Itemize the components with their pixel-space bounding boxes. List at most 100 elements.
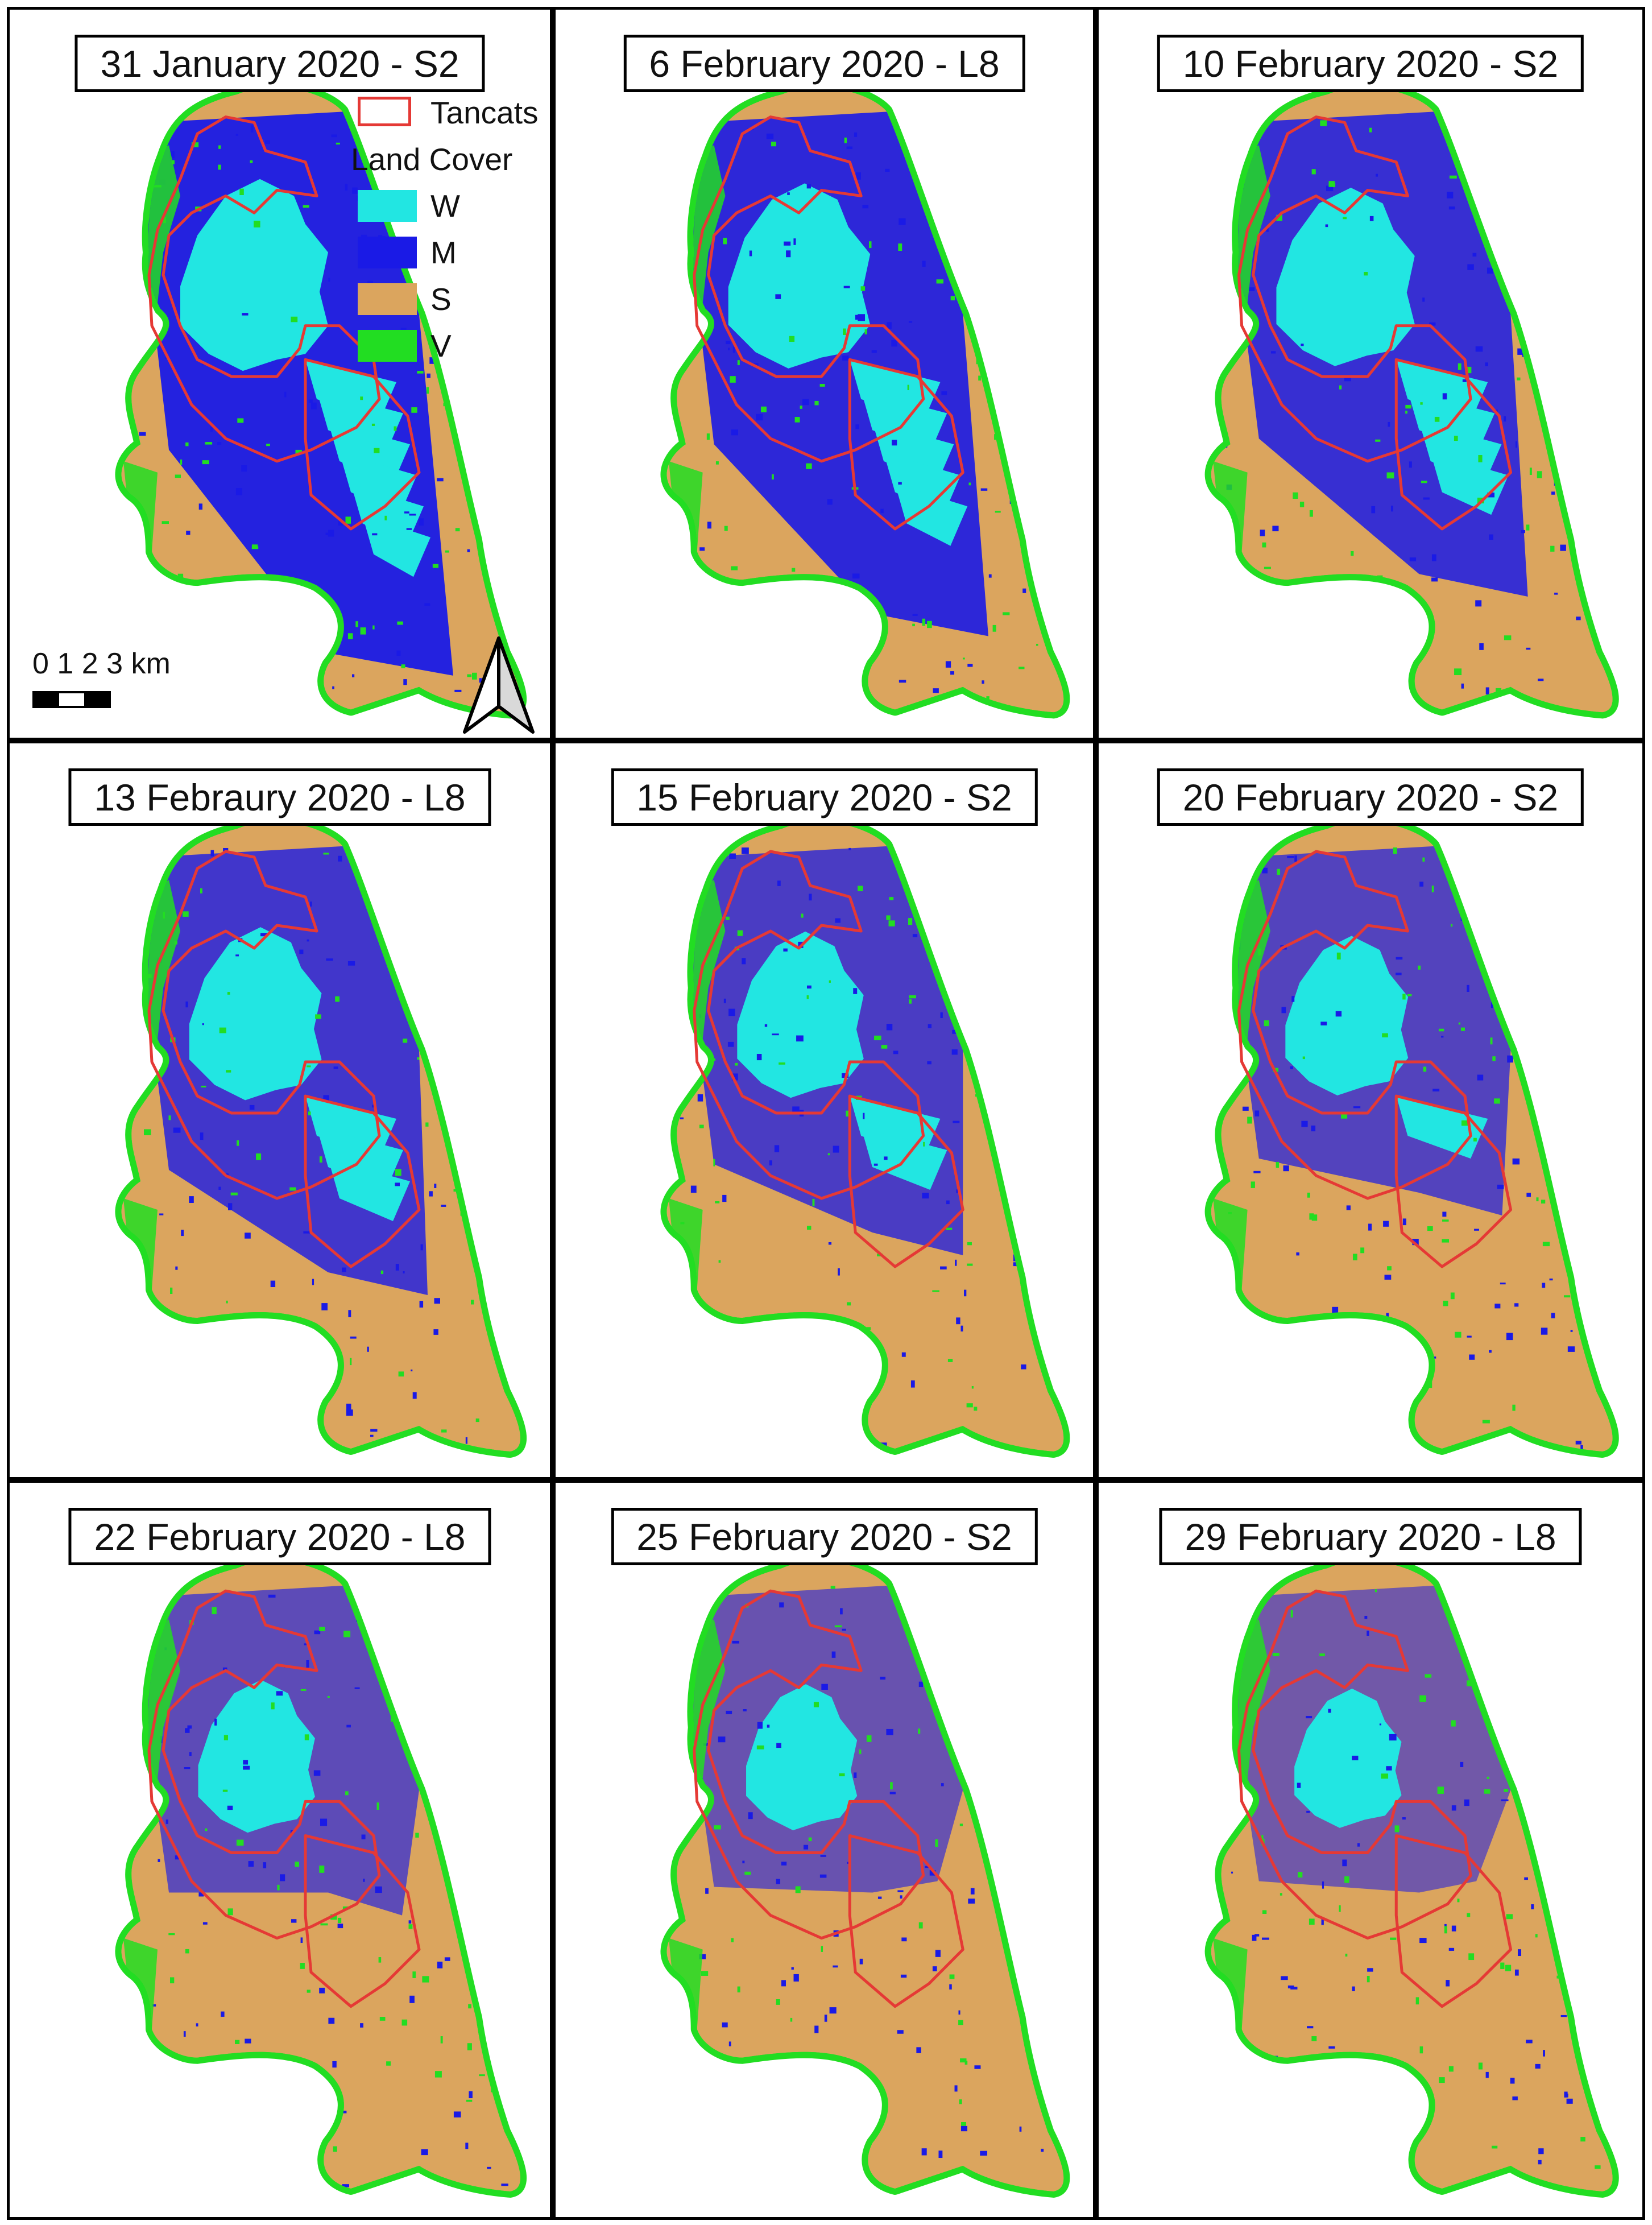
mud-patch [1301, 1120, 1308, 1127]
vegetation-patch [1415, 1997, 1419, 2005]
vegetation-patch [1018, 1787, 1023, 1790]
vegetation-patch [1422, 857, 1425, 862]
mud-patch [252, 613, 259, 617]
mud-patch [444, 1957, 450, 1961]
vegetation-patch [1357, 2083, 1360, 2088]
mud-patch [1013, 1262, 1017, 1267]
mud-patch [169, 151, 175, 159]
vegetation-patch [475, 1418, 479, 1422]
vegetation-patch [846, 1110, 849, 1117]
mud-patch [1287, 1985, 1294, 1988]
vegetation-patch [1443, 1300, 1448, 1306]
map-panel: 31 January 2020 - S2 Tancats Land Cover … [7, 7, 553, 741]
mud-patch [742, 1860, 745, 1864]
vegetation-patch [918, 1922, 923, 1929]
vegetation-patch [236, 1839, 244, 1846]
mud-patch [1560, 2015, 1567, 2017]
mud-patch [1023, 311, 1026, 318]
mud-patch [1477, 1074, 1484, 1081]
vegetation-patch [1450, 1292, 1455, 1300]
panel-title: 31 January 2020 - S2 [74, 35, 485, 92]
mud-patch [1041, 2148, 1044, 2152]
mud-patch [1464, 1799, 1469, 1806]
water-area [1285, 936, 1409, 1095]
mud-patch [304, 1405, 307, 1407]
vegetation-patch [1311, 1214, 1318, 1221]
mud-patch [367, 1346, 369, 1352]
vegetation-patch [1413, 2118, 1417, 2124]
mud-patch [1409, 461, 1412, 468]
vegetation-patch [1544, 1733, 1551, 1737]
mud-patch [326, 958, 333, 961]
vegetation-patch [1461, 1120, 1468, 1126]
mud-patch [342, 1267, 346, 1272]
mud-patch [345, 184, 348, 191]
mud-patch [941, 1783, 944, 1786]
vegetation-patch [1276, 214, 1283, 221]
vegetation-patch [1290, 1610, 1293, 1618]
vegetation-patch [382, 847, 388, 850]
mud-patch [1535, 2063, 1541, 2069]
mud-patch [1346, 1205, 1351, 1210]
mud-patch [433, 1329, 438, 1335]
mud-patch [1383, 1221, 1389, 1227]
vegetation-patch [1437, 1786, 1444, 1794]
mud-patch [840, 1608, 843, 1615]
mud-patch [235, 487, 242, 495]
mud-patch [824, 2015, 827, 2022]
mud-patch [855, 424, 859, 429]
mud-patch [796, 1035, 804, 1042]
vegetation-patch [1479, 1649, 1484, 1656]
legend-class-w: W [351, 185, 539, 232]
mud-patch [1442, 393, 1447, 400]
vegetation-patch [226, 1300, 228, 1304]
vegetation-patch [1458, 363, 1461, 370]
vegetation-patch [291, 316, 298, 322]
mud-patch [1294, 679, 1299, 681]
mud-patch [310, 901, 312, 907]
vegetation-patch [1390, 1937, 1397, 1940]
vegetation-patch [440, 2036, 443, 2044]
mud-patch [899, 680, 906, 683]
mud-patch [1379, 1723, 1381, 1726]
mud-patch [1037, 1738, 1040, 1741]
vegetation-patch [898, 243, 902, 251]
mud-patch [399, 855, 405, 858]
vegetation-patch [1478, 455, 1483, 462]
mud-patch [1273, 600, 1277, 605]
mud-patch [1560, 544, 1566, 551]
vegetation-patch [1560, 1764, 1564, 1771]
mud-patch [241, 465, 247, 472]
mud-patch [189, 1752, 192, 1756]
mud-patch [270, 1280, 276, 1287]
mud-patch [998, 1731, 1002, 1739]
vegetation-patch [397, 621, 403, 625]
mud-patch [1462, 379, 1467, 382]
legend-tancats-label: Tancats [430, 95, 539, 130]
mud-patch [1311, 1125, 1316, 1132]
vegetation-patch [1029, 1205, 1035, 1211]
mud-patch [955, 1259, 957, 1266]
vegetation-patch [479, 1247, 484, 1251]
legend-class-m: M [351, 232, 539, 279]
vegetation-patch [1375, 439, 1381, 442]
vegetation-patch [191, 142, 199, 147]
mud-patch [1541, 1327, 1548, 1335]
vegetation-patch [337, 1917, 342, 1924]
vegetation-patch [479, 2074, 485, 2077]
vegetation-patch [971, 143, 975, 148]
map-panel: 25 February 2020 - S2 [553, 1480, 1096, 2220]
vegetation-patch [1454, 668, 1462, 676]
map-grid: 31 January 2020 - S2 Tancats Land Cover … [7, 7, 1652, 2225]
vegetation-patch [985, 953, 989, 960]
mud-patch [988, 1021, 994, 1024]
mud-patch [260, 933, 268, 937]
vegetation-patch [180, 459, 183, 465]
vegetation-patch [1264, 1020, 1269, 1027]
mud-patch [441, 1205, 446, 1207]
mud-patch [843, 286, 850, 288]
mud-patch [802, 399, 809, 406]
mud-patch [792, 1106, 800, 1114]
mud-patch [338, 855, 342, 862]
vegetation-patch [1018, 667, 1025, 669]
